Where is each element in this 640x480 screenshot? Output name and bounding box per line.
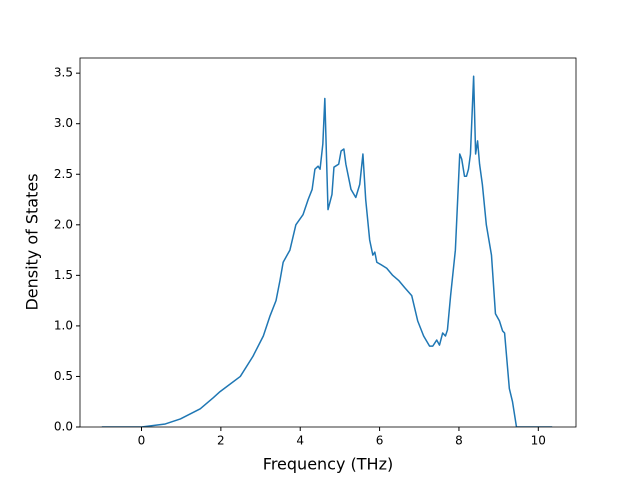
x-tick-label: 10 <box>531 434 546 448</box>
x-tick-label: 0 <box>138 434 146 448</box>
line-series <box>101 75 553 427</box>
x-axis-label: Frequency (THz) <box>263 455 393 474</box>
y-tick-label: 2.5 <box>54 167 73 181</box>
x-tick-label: 2 <box>217 434 225 448</box>
y-tick-label: 0.5 <box>54 369 73 383</box>
plot-frame <box>79 57 577 428</box>
x-tick-label: 6 <box>376 434 384 448</box>
y-tick-label: 0.0 <box>54 420 73 434</box>
x-tick-label: 8 <box>455 434 463 448</box>
y-tick-label: 1.0 <box>54 318 73 332</box>
y-tick-label: 1.5 <box>54 268 73 282</box>
y-tick-label: 2.0 <box>54 217 73 231</box>
x-tick-label: 4 <box>296 434 304 448</box>
y-tick-label: 3.0 <box>54 116 73 130</box>
y-tick-label: 3.5 <box>54 66 73 80</box>
y-axis-label: Density of States <box>23 173 42 310</box>
